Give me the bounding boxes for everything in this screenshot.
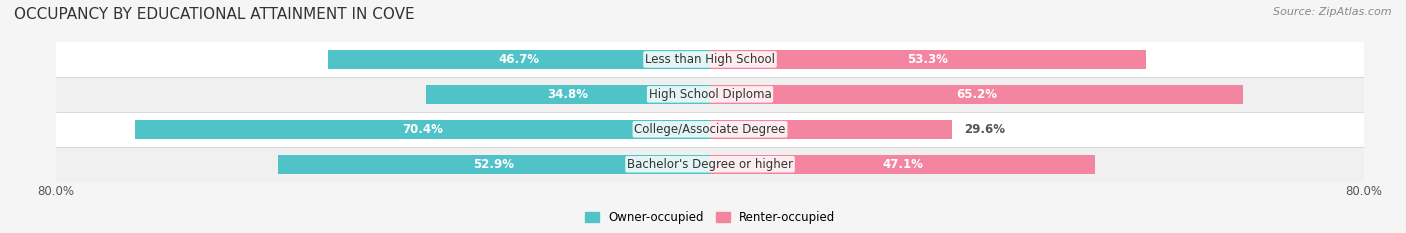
- Text: 34.8%: 34.8%: [547, 88, 588, 101]
- Text: 46.7%: 46.7%: [499, 53, 540, 66]
- Text: College/Associate Degree: College/Associate Degree: [634, 123, 786, 136]
- Bar: [710, 50, 1146, 69]
- Text: 53.3%: 53.3%: [907, 53, 948, 66]
- Text: 70.4%: 70.4%: [402, 123, 443, 136]
- Text: High School Diploma: High School Diploma: [648, 88, 772, 101]
- Bar: [278, 155, 710, 174]
- Bar: [56, 77, 1364, 112]
- Bar: [56, 42, 1364, 77]
- Bar: [135, 120, 710, 139]
- Legend: Owner-occupied, Renter-occupied: Owner-occupied, Renter-occupied: [579, 206, 841, 229]
- Text: 47.1%: 47.1%: [882, 158, 922, 171]
- Bar: [710, 155, 1095, 174]
- Text: OCCUPANCY BY EDUCATIONAL ATTAINMENT IN COVE: OCCUPANCY BY EDUCATIONAL ATTAINMENT IN C…: [14, 7, 415, 22]
- Bar: [710, 85, 1243, 104]
- Bar: [426, 85, 710, 104]
- Text: 65.2%: 65.2%: [956, 88, 997, 101]
- Bar: [56, 147, 1364, 182]
- Text: Source: ZipAtlas.com: Source: ZipAtlas.com: [1274, 7, 1392, 17]
- Text: 29.6%: 29.6%: [965, 123, 1005, 136]
- Text: Less than High School: Less than High School: [645, 53, 775, 66]
- Bar: [710, 120, 952, 139]
- Bar: [329, 50, 710, 69]
- Text: 52.9%: 52.9%: [474, 158, 515, 171]
- Text: Bachelor's Degree or higher: Bachelor's Degree or higher: [627, 158, 793, 171]
- Bar: [56, 112, 1364, 147]
